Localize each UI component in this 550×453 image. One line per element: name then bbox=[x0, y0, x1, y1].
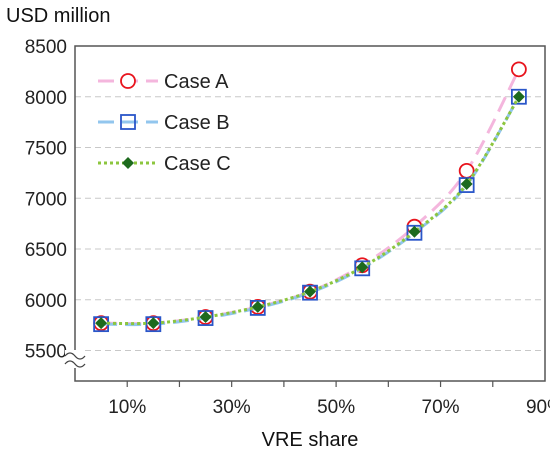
x-tick-label: 10% bbox=[108, 397, 146, 418]
axis-break-mark bbox=[64, 350, 86, 368]
legend-label: Case A bbox=[164, 71, 229, 93]
data-point bbox=[304, 285, 316, 298]
legend-item: Case C bbox=[98, 153, 231, 175]
data-point bbox=[356, 261, 369, 274]
x-tick-label: 50% bbox=[317, 397, 355, 418]
y-tick-label: 8000 bbox=[25, 88, 67, 109]
data-point bbox=[408, 225, 421, 238]
y-tick-label: 6500 bbox=[25, 240, 67, 261]
data-point bbox=[120, 73, 136, 89]
legend-label: Case B bbox=[164, 112, 230, 134]
data-point bbox=[460, 178, 473, 191]
data-point bbox=[512, 90, 525, 103]
axis-break-squiggle bbox=[64, 352, 86, 368]
y-tick-label: 6000 bbox=[25, 291, 67, 312]
y-tick-label: 8500 bbox=[25, 37, 67, 58]
data-point bbox=[251, 300, 264, 313]
data-point bbox=[510, 61, 527, 78]
plot-frame bbox=[74, 45, 546, 382]
y-tick-label: 5500 bbox=[25, 342, 67, 363]
data-point bbox=[510, 88, 527, 105]
y-tick-label: 7500 bbox=[25, 139, 67, 160]
legend-item: Case A bbox=[98, 71, 229, 93]
data-point bbox=[199, 311, 212, 324]
y-tick-label: 7000 bbox=[25, 189, 67, 210]
data-point bbox=[147, 317, 160, 330]
series-group bbox=[93, 61, 527, 333]
x-tick-label: 70% bbox=[422, 397, 460, 418]
data-point bbox=[120, 114, 136, 130]
data-point bbox=[122, 157, 134, 169]
legend: Case A Case B Case C bbox=[98, 71, 231, 175]
series-case-c bbox=[95, 90, 525, 330]
y-axis-tick-labels: 5500 6000 6500 7000 7500 8000 8500 bbox=[25, 37, 67, 363]
x-axis-ticks: 10% 30% 50% 70% 90% bbox=[108, 381, 550, 418]
gridlines bbox=[75, 96, 545, 352]
y-axis-title: USD million bbox=[6, 5, 110, 27]
x-axis-title: VRE share bbox=[262, 429, 359, 451]
legend-label: Case C bbox=[164, 153, 231, 175]
x-tick-label: 30% bbox=[213, 397, 251, 418]
legend-item: Case B bbox=[98, 112, 230, 134]
data-point bbox=[95, 317, 108, 330]
axis-break-gap bbox=[65, 350, 85, 368]
x-tick-label: 90% bbox=[526, 397, 550, 418]
